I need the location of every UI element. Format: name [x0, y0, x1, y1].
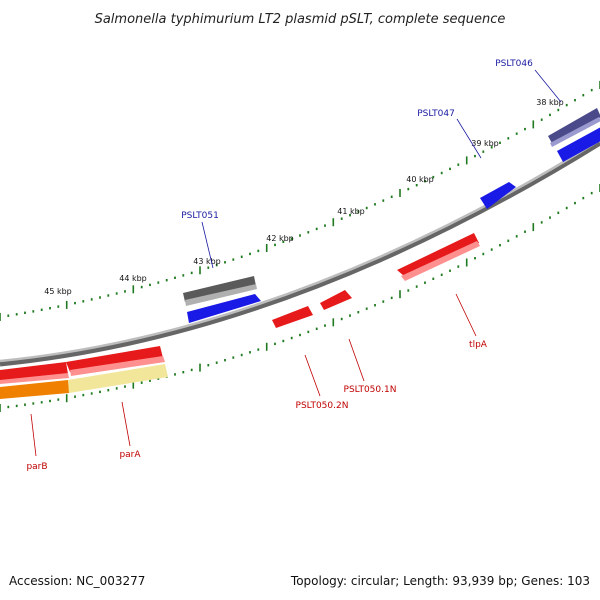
gene-PSLT051[interactable]: PSLT051	[181, 211, 261, 323]
gene-callout-line	[455, 293, 477, 337]
inner-tick-ring	[0, 184, 600, 412]
gene-arrow[interactable]	[0, 362, 68, 381]
gene-parA[interactable]: parA	[66, 346, 168, 460]
gene-arrow-shadow	[401, 241, 480, 281]
gene-callout-line	[30, 413, 37, 457]
kbp-tick-label: 43 kbp	[193, 257, 221, 266]
gene-hypothetical-gray[interactable]	[183, 276, 257, 306]
gene-block-pale[interactable]	[68, 364, 168, 393]
kbp-ruler: 38 kbp 39 kbp 40 kbp 41 kbp 42 kbp 43 kbp 44 k…	[0, 81, 600, 321]
gene-arrow[interactable]	[187, 294, 261, 323]
gene-arrow[interactable]	[183, 276, 256, 302]
gene-arrow[interactable]	[548, 108, 600, 145]
gene-PSLT050.2N[interactable]: PSLT050.2N	[272, 306, 348, 411]
gene-arrow[interactable]	[397, 233, 479, 276]
gene-arrow-shadow	[185, 284, 257, 306]
gene-arrow[interactable]	[480, 182, 516, 209]
gene-label[interactable]: parA	[119, 450, 141, 460]
gene-arrow[interactable]	[272, 306, 313, 328]
gene-arrow[interactable]	[320, 290, 352, 310]
gene-label[interactable]: PSLT050.1N	[344, 385, 397, 395]
gene-PSLT046-b[interactable]	[557, 127, 600, 162]
gene-arrow[interactable]	[66, 346, 163, 372]
map-title: Salmonella typhimurium LT2 plasmid pSLT,…	[95, 12, 506, 27]
gene-arrow[interactable]	[557, 127, 600, 162]
gene-callout-line	[534, 69, 562, 103]
plasmid-backbone	[0, 138, 600, 367]
gene-tlpA[interactable]: tlpA	[397, 233, 488, 350]
gene-label[interactable]: PSLT046	[495, 59, 533, 69]
kbp-tick-label: 41 kbp	[337, 207, 365, 216]
gene-label[interactable]: PSLT047	[417, 109, 455, 119]
gene-parB[interactable]: parB	[0, 362, 69, 472]
gene-callout-line	[456, 118, 482, 159]
kbp-tick-label: 42 kbp	[266, 234, 294, 243]
topology-summary: Topology: circular; Length: 93,939 bp; G…	[290, 574, 590, 588]
gene-PSLT050.1N[interactable]: PSLT050.1N	[320, 290, 396, 395]
gene-callout-line	[201, 221, 214, 269]
gene-callout-line	[121, 401, 131, 447]
gene-label[interactable]: parB	[26, 462, 47, 472]
kbp-tick-label: 40 kbp	[406, 175, 434, 184]
gene-arrow-shadow	[0, 373, 69, 384]
gene-callout-line	[348, 338, 365, 382]
kbp-tick-label: 45 kbp	[44, 287, 72, 296]
gene-label[interactable]: PSLT051	[181, 211, 219, 221]
gene-PSLT047[interactable]: PSLT047	[417, 109, 516, 209]
gene-block-orange[interactable]	[0, 380, 69, 399]
gene-arrow-shadow	[550, 117, 600, 147]
gene-label[interactable]: PSLT050.2N	[296, 401, 349, 411]
kbp-tick-label: 44 kbp	[119, 274, 147, 283]
kbp-tick-label: 38 kbp	[536, 98, 564, 107]
kbp-tick-label: 39 kbp	[471, 139, 499, 148]
accession-text: Accession: NC_003277	[9, 574, 146, 588]
gene-label[interactable]: tlpA	[469, 340, 488, 350]
gene-arrow-shadow	[70, 356, 165, 376]
gene-callout-line	[304, 354, 321, 397]
gene-PSLT046[interactable]: PSLT046	[495, 59, 600, 147]
